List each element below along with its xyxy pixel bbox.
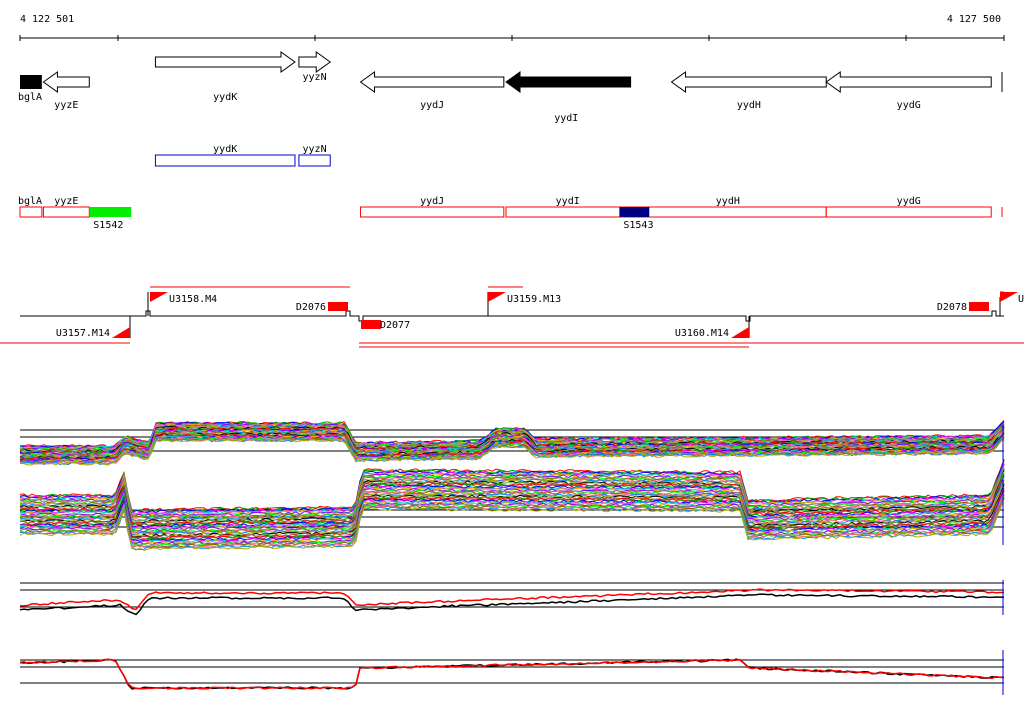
profile-series-line bbox=[19, 422, 1005, 450]
profile-series-line bbox=[19, 489, 1005, 541]
gene-label-yydG: yydG bbox=[897, 100, 921, 111]
profile-series-line bbox=[19, 430, 1005, 458]
profile-series-line bbox=[19, 494, 1005, 546]
down-mark-D2078 bbox=[969, 302, 989, 311]
minus-box-yydG bbox=[825, 206, 992, 218]
upper-flag bbox=[1000, 292, 1018, 302]
profile-series-line bbox=[19, 470, 1005, 523]
profile-summary-red bbox=[19, 588, 1004, 611]
gene-arrow-track: bglA yyzE yydK yyzN yydJ yydI yydH yydG bbox=[18, 51, 1003, 124]
minus-label-yydI: yydI bbox=[556, 196, 580, 207]
gene-arrow-yydG bbox=[825, 71, 992, 93]
ruler-end-label: 4 127 500 bbox=[947, 14, 1001, 25]
profile-series-line bbox=[19, 425, 1005, 453]
profile-series-line bbox=[19, 437, 1005, 466]
down-label-D2077: D2077 bbox=[380, 320, 410, 331]
ruler: 4 122 501 4 127 500 bbox=[19, 14, 1005, 41]
upper-flag bbox=[150, 292, 168, 302]
profile-series-line bbox=[19, 483, 1005, 535]
profile-panel-summary-plus bbox=[19, 580, 1005, 616]
minus-label-yydG: yydG bbox=[897, 196, 921, 207]
gene-label-yydJ: yydJ bbox=[420, 100, 444, 111]
feature-label-S1542: S1542 bbox=[93, 220, 123, 231]
lower-segment-label-U3160.M14: U3160.M14 bbox=[675, 328, 729, 339]
upper-flag bbox=[488, 292, 506, 302]
profile-panel-many-condition-minus bbox=[19, 458, 1005, 551]
feature-label-S1543: S1543 bbox=[623, 220, 653, 231]
plus-box-yydK bbox=[154, 154, 296, 167]
minus-label-yydH: yydH bbox=[716, 196, 740, 207]
feature-S1543 bbox=[619, 207, 650, 217]
segment-baseline bbox=[20, 310, 1004, 322]
profile-series-line bbox=[19, 467, 1005, 519]
minus-label-yydJ: yydJ bbox=[420, 196, 444, 207]
gene-label-yyzN: yyzN bbox=[303, 72, 327, 83]
profile-panel-summary-minus bbox=[19, 650, 1005, 695]
upper-segment-label-U3159.M13: U3159.M13 bbox=[507, 294, 561, 305]
plus-label-yyzN: yyzN bbox=[303, 144, 327, 155]
minus-box-yyzE bbox=[42, 206, 90, 218]
segmentation-track: U3158.M4 U3159.M13 U U3157.M14 U3160.M14 D207… bbox=[0, 286, 1024, 348]
minus-box-yydJ bbox=[360, 206, 505, 218]
expression-profiles bbox=[19, 420, 1005, 695]
gene-label-yydK: yydK bbox=[213, 92, 237, 103]
minus-box-yydI bbox=[505, 206, 630, 218]
profile-series-line bbox=[19, 463, 1005, 518]
down-label-D2078: D2078 bbox=[937, 302, 967, 313]
profile-series-line bbox=[19, 473, 1005, 526]
down-mark-D2076 bbox=[328, 302, 348, 311]
gene-arrow-bglA bbox=[20, 75, 42, 89]
plus-label-yydK: yydK bbox=[213, 144, 237, 155]
profile-summary-red bbox=[19, 658, 1005, 690]
profile-summary-black bbox=[19, 593, 1005, 616]
profile-series-line bbox=[19, 483, 1005, 534]
ruler-start-label: 4 122 501 bbox=[20, 14, 74, 25]
feature-S1542 bbox=[89, 207, 132, 217]
gene-label-yydH: yydH bbox=[737, 100, 761, 111]
down-label-D2076: D2076 bbox=[296, 302, 326, 313]
lower-flag bbox=[731, 327, 749, 338]
plus-box-yyzN bbox=[298, 154, 331, 167]
gene-arrow-yyzN bbox=[298, 51, 332, 73]
gene-arrow-yydK bbox=[154, 51, 296, 73]
profile-panel-many-condition-plus bbox=[19, 420, 1005, 466]
gene-label-yydI: yydI bbox=[554, 113, 578, 124]
profile-summary-black bbox=[19, 658, 1005, 690]
minus-box-bglA bbox=[19, 206, 43, 218]
upper-segment-label-U3158.M4: U3158.M4 bbox=[169, 294, 217, 305]
lower-flag bbox=[112, 327, 130, 338]
upper-segment-label-truncated: U bbox=[1018, 294, 1024, 305]
gene-arrow-yydI bbox=[505, 71, 632, 93]
profile-series-line bbox=[19, 498, 1005, 551]
profile-series-line bbox=[19, 475, 1005, 528]
gene-arrow-yydH bbox=[670, 71, 827, 93]
lower-segment-label-U3157.M14: U3157.M14 bbox=[56, 328, 110, 339]
profile-series-line bbox=[19, 486, 1005, 538]
profile-series-line bbox=[19, 492, 1005, 544]
profile-series-line bbox=[19, 469, 1005, 524]
gene-arrow-yyzE bbox=[42, 71, 90, 93]
gene-arrow-yydJ bbox=[359, 71, 505, 93]
gene-label-bglA: bglA bbox=[18, 92, 42, 103]
profile-series-line bbox=[19, 494, 1005, 547]
profile-series-line bbox=[19, 438, 1005, 466]
minus-label-yyzE: yyzE bbox=[54, 196, 78, 207]
gene-label-yyzE: yyzE bbox=[54, 100, 78, 111]
minus-label-bglA: bglA bbox=[18, 196, 42, 207]
ruler-ticks bbox=[19, 35, 1005, 41]
down-mark-D2077 bbox=[361, 320, 381, 329]
minus-box-yydH bbox=[628, 206, 827, 218]
minus-strand-track: bglA yyzE yydJ yydI yydH yydG S1542 S1543 bbox=[18, 196, 1003, 231]
plus-strand-track: yydK yyzN bbox=[154, 144, 331, 167]
